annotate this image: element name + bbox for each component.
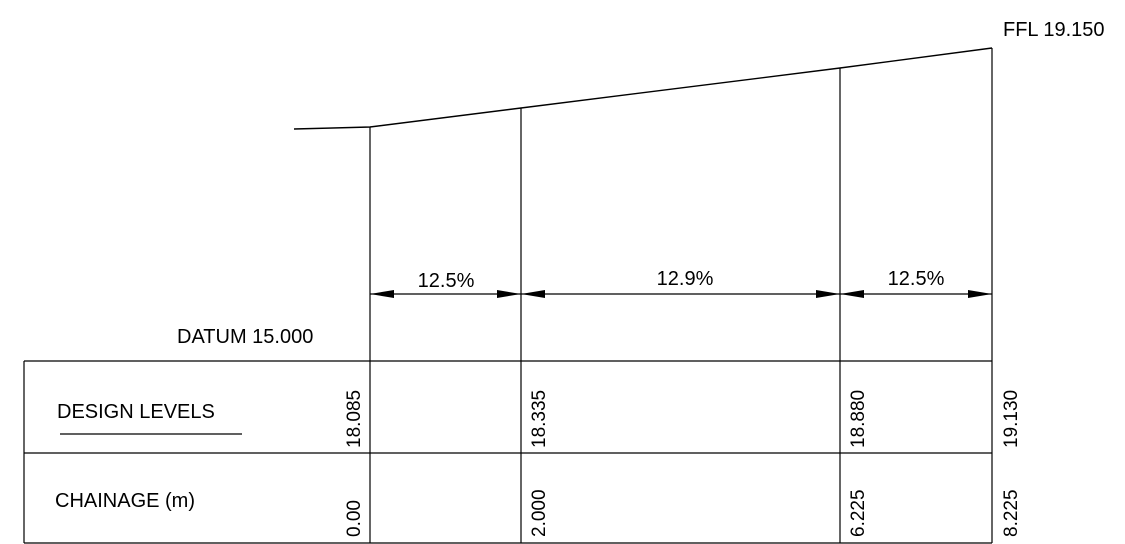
ground-profile-line xyxy=(293,47,993,130)
chainage-label: CHAINAGE (m) xyxy=(55,490,195,512)
arrow-head xyxy=(370,290,394,298)
chainage-value: 6.225 xyxy=(848,489,869,537)
arrow-head xyxy=(816,290,840,298)
chainage-value: 0.00 xyxy=(344,500,365,537)
chainage-value: 8.225 xyxy=(1001,489,1022,537)
arrow-head xyxy=(521,290,545,298)
chainage-value: 2.000 xyxy=(529,489,550,537)
design-level-value: 18.085 xyxy=(344,390,365,448)
design-level-value: 18.880 xyxy=(848,390,869,448)
arrow-head xyxy=(968,290,992,298)
dimension-arrows xyxy=(370,290,992,298)
gradient-label-2: 12.9% xyxy=(657,268,714,290)
gradient-label-1: 12.5% xyxy=(418,270,475,292)
design-levels-label: DESIGN LEVELS xyxy=(57,401,215,423)
design-level-value: 19.130 xyxy=(1001,390,1022,448)
arrow-head xyxy=(497,290,521,298)
datum-label: DATUM 15.000 xyxy=(177,326,313,348)
design-level-value: 18.335 xyxy=(529,390,550,448)
arrow-head xyxy=(840,290,864,298)
gradient-label-3: 12.5% xyxy=(888,268,945,290)
ffl-label: FFL 19.150 xyxy=(1003,19,1105,41)
